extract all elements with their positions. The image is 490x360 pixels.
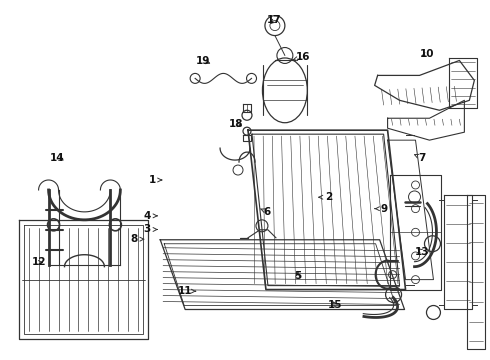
Text: 18: 18 [229,120,244,129]
Text: 9: 9 [375,204,388,214]
Text: 14: 14 [49,153,64,163]
Text: 15: 15 [328,300,343,310]
Text: 11: 11 [178,286,196,296]
Text: 16: 16 [293,52,310,62]
Text: 5: 5 [294,271,301,281]
Text: 17: 17 [267,15,282,26]
Text: 6: 6 [261,207,270,217]
Text: 7: 7 [415,153,425,163]
Text: 10: 10 [420,49,435,59]
Text: 19: 19 [196,56,211,66]
Text: 13: 13 [415,247,429,257]
Text: 2: 2 [319,192,333,202]
Text: 1: 1 [148,175,162,185]
Text: 12: 12 [31,257,46,267]
Text: 4: 4 [144,211,157,221]
Text: 8: 8 [130,234,144,244]
Text: 3: 3 [144,225,157,234]
